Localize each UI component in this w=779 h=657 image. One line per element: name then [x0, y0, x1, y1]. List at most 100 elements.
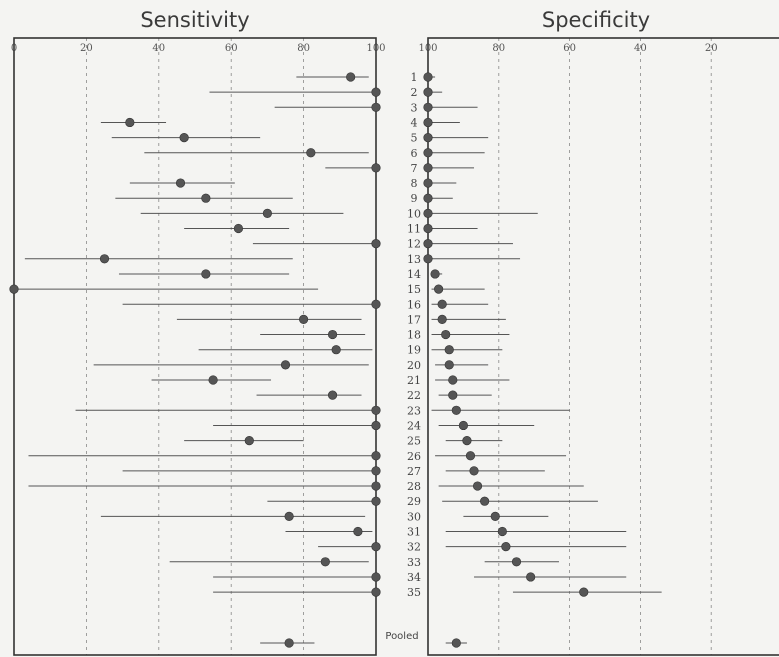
point-study-17 — [299, 314, 309, 325]
study-label: 30 — [407, 510, 421, 523]
study-label: 19 — [407, 344, 421, 357]
tick-label: 80 — [297, 43, 310, 54]
point-study-13 — [423, 254, 433, 264]
study-label: 7 — [411, 162, 418, 175]
point-study-35 — [371, 587, 381, 597]
point-study-10 — [423, 208, 433, 218]
point-study-33 — [320, 557, 330, 567]
study-label: 8 — [411, 177, 418, 190]
point-study-25 — [244, 436, 254, 446]
point-study-6 — [306, 148, 316, 158]
point-study-34 — [526, 572, 536, 582]
plot-frame — [427, 37, 779, 656]
point-study-5 — [423, 133, 433, 143]
point-study-21 — [448, 375, 458, 385]
point-study-14 — [201, 269, 211, 279]
point-study-4 — [125, 117, 135, 128]
point-study-34 — [371, 572, 381, 582]
study-label: 4 — [411, 116, 418, 129]
point-study-2 — [423, 87, 433, 97]
point-study-25 — [462, 436, 472, 446]
point-study-4 — [423, 117, 433, 128]
study-label: 23 — [407, 404, 421, 417]
study-label: 18 — [407, 329, 421, 342]
point-study-12 — [423, 239, 433, 249]
tick-label: 40 — [152, 43, 165, 54]
study-label: 25 — [407, 435, 421, 448]
point-study-7 — [423, 163, 433, 173]
point-study-19 — [331, 345, 341, 355]
point-study-30 — [490, 511, 500, 521]
study-label: 15 — [407, 283, 421, 296]
point-study-7 — [371, 163, 381, 173]
tick-label: 60 — [563, 43, 576, 54]
study-label: 6 — [411, 147, 418, 160]
point-study-12 — [371, 239, 381, 249]
study-label: 11 — [407, 223, 421, 236]
point-study-8 — [423, 178, 433, 188]
point-study-3 — [423, 102, 433, 112]
point-study-20 — [280, 360, 291, 370]
point-pooled — [451, 638, 461, 648]
point-study-32 — [371, 542, 381, 552]
point-study-22 — [448, 390, 458, 400]
study-label: 2 — [411, 86, 418, 99]
point-study-35 — [579, 587, 589, 597]
point-study-24 — [371, 420, 381, 431]
point-study-26 — [465, 451, 476, 461]
study-label: 35 — [407, 586, 421, 599]
point-study-28 — [472, 481, 483, 491]
point-study-3 — [371, 102, 381, 112]
study-label: 27 — [407, 465, 421, 478]
point-study-1 — [346, 72, 356, 82]
point-study-21 — [208, 375, 218, 385]
point-study-30 — [284, 511, 294, 521]
study-label: 13 — [407, 253, 421, 266]
study-label: 9 — [411, 192, 418, 205]
point-study-8 — [175, 178, 186, 188]
point-pooled — [284, 638, 294, 648]
point-study-32 — [501, 542, 511, 552]
point-study-23 — [451, 405, 461, 415]
study-label: 34 — [407, 571, 421, 584]
study-label: 14 — [407, 268, 421, 281]
point-study-18 — [327, 329, 338, 340]
study-label: 21 — [407, 374, 421, 387]
point-study-11 — [423, 223, 433, 234]
point-study-28 — [371, 481, 381, 491]
point-study-13 — [99, 254, 110, 264]
point-study-9 — [423, 193, 433, 203]
study-label: 12 — [407, 238, 421, 251]
pooled-label: Pooled — [385, 631, 418, 642]
point-study-11 — [233, 223, 244, 234]
point-study-19 — [444, 345, 454, 355]
tick-label: 40 — [634, 43, 647, 54]
study-label: 26 — [407, 450, 421, 463]
point-study-5 — [179, 133, 189, 143]
study-label: 28 — [407, 480, 421, 493]
study-label: 29 — [407, 495, 421, 508]
study-label: 31 — [407, 526, 421, 539]
point-study-29 — [480, 496, 490, 506]
study-label: 22 — [407, 389, 421, 402]
plot-frame — [13, 37, 377, 656]
tick-label: 20 — [80, 43, 93, 54]
point-study-1 — [423, 72, 433, 82]
point-study-22 — [327, 390, 338, 400]
point-study-15 — [9, 284, 19, 294]
point-study-27 — [469, 466, 479, 476]
point-study-16 — [437, 299, 447, 309]
point-study-9 — [201, 193, 211, 203]
point-study-16 — [371, 299, 381, 309]
study-label: 17 — [407, 313, 421, 326]
tick-label: 60 — [225, 43, 238, 54]
study-label: 10 — [407, 207, 421, 220]
study-label: 16 — [407, 298, 421, 311]
point-study-17 — [437, 314, 447, 325]
point-study-6 — [423, 148, 433, 158]
point-study-29 — [371, 496, 381, 506]
point-study-23 — [371, 405, 381, 415]
